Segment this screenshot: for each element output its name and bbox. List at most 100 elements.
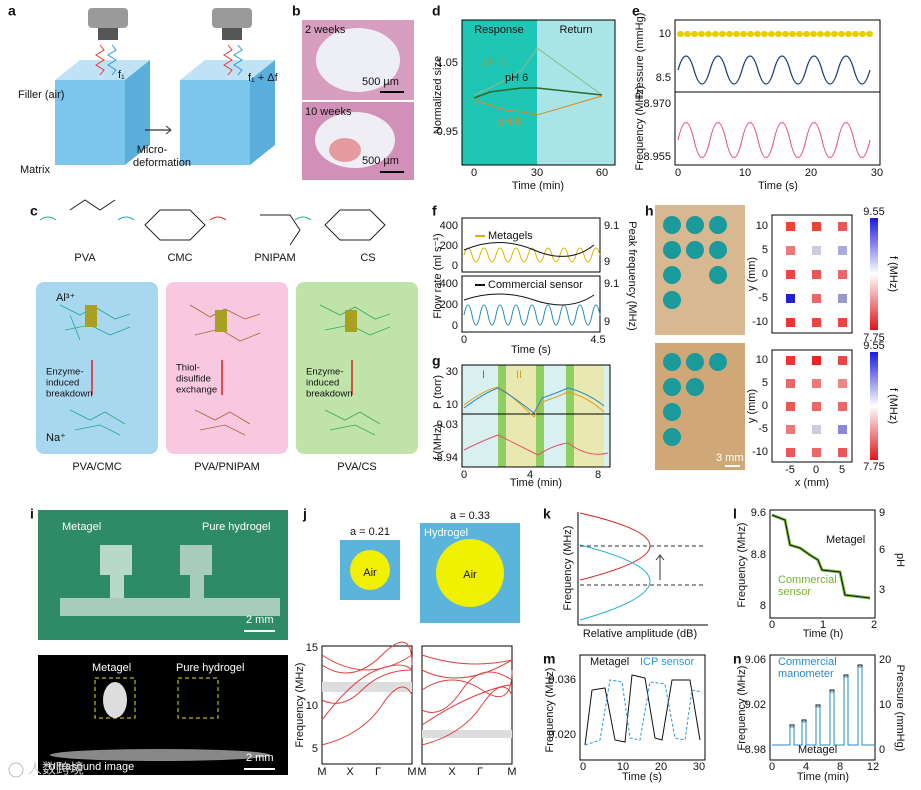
structure [69, 199, 116, 211]
x-axis-label: Time (min) [510, 477, 562, 489]
band [421, 671, 513, 713]
axes [461, 364, 611, 468]
image [329, 138, 361, 162]
x-tick-label: 20 [655, 761, 667, 773]
y2-tick-label: 9.1 [604, 278, 619, 290]
roi [177, 677, 219, 719]
x-tick-label: -5 [785, 464, 795, 476]
y-axis-label: P (torr) [432, 375, 444, 409]
network [59, 304, 391, 436]
band [321, 641, 513, 746]
curve [463, 293, 595, 306]
curve [772, 666, 874, 746]
image [103, 682, 127, 718]
x-tick-label: 30 [871, 167, 883, 179]
x-axis-label: Time (s) [622, 771, 662, 783]
x-tick-label: 30 [693, 761, 705, 773]
x-tick-label: 4 [803, 761, 809, 773]
legend-label: Commercial sensor [488, 279, 583, 291]
structure [39, 216, 57, 221]
band [421, 669, 513, 698]
label: Air [463, 569, 477, 581]
y-tick-label: 8.94 [437, 452, 458, 464]
label: 2 weeks [305, 24, 346, 36]
panel-label: d [432, 3, 441, 19]
x-tick-label: X [346, 766, 354, 778]
heat-cell [786, 222, 847, 457]
y2-tick-label: 9.1 [604, 220, 619, 232]
annotation: f₁ + Δf [248, 72, 279, 84]
y2-tick-label: 6 [879, 544, 885, 556]
heat-cell [812, 425, 821, 434]
y-tick-label: 0 [452, 320, 458, 332]
well [663, 428, 681, 446]
arrow [655, 554, 665, 561]
series-label: pH 8 [498, 116, 521, 128]
series-label: pH 5 [483, 56, 506, 68]
step-label: Enzyme- [46, 367, 83, 378]
colorbar-label: f (MHz) [887, 388, 899, 424]
heat-cell [786, 402, 795, 411]
cube [95, 44, 105, 76]
heat-cell [812, 402, 821, 411]
well [663, 216, 681, 234]
x-axis-label: Relative amplitude (dB) [583, 628, 697, 640]
curve [463, 434, 609, 456]
band [421, 684, 513, 726]
x-axis-label: x (mm) [795, 477, 829, 489]
heat-cell [838, 294, 847, 303]
y-axis-label: Frequency (MHz) [736, 666, 748, 751]
step-label: breakdown [306, 389, 352, 400]
y-tick-label: 10 [659, 28, 671, 40]
y-tick-label: 0 [762, 268, 768, 280]
panel-label: g [432, 353, 441, 369]
label: Metagel [62, 521, 101, 533]
y2-tick-label: 10 [879, 699, 891, 711]
colorbar-label: f (MHz) [887, 256, 899, 292]
colorbar-tick: 9.55 [863, 340, 884, 352]
scale-label: 3 mm [716, 452, 744, 464]
panel-label: n [733, 651, 742, 667]
image [110, 575, 124, 600]
x-tick-label: M [417, 766, 426, 778]
axes [461, 217, 601, 273]
y-tick-label: 0 [452, 260, 458, 272]
y2-tick-label: 9 [604, 256, 610, 268]
x-axis-label: Time (s) [511, 344, 551, 356]
y-tick-label: 9.06 [745, 654, 766, 666]
structure [144, 209, 206, 241]
curve [473, 47, 603, 96]
structure [209, 216, 227, 221]
band [421, 659, 513, 679]
band [421, 654, 513, 665]
well [709, 241, 727, 259]
y-tick-label: 1.05 [437, 57, 458, 69]
network [189, 304, 261, 342]
annotation: Micro- [137, 144, 168, 156]
axes [321, 645, 413, 765]
legend-label: manometer [778, 668, 834, 680]
x-axis-label: Time (min) [512, 180, 564, 192]
label: Pure hydrogel [202, 521, 271, 533]
well [686, 216, 704, 234]
colorbar-tick: 7.75 [863, 461, 884, 473]
well [709, 353, 727, 371]
region-label: Response [474, 24, 524, 36]
legend-label: Metagel [826, 534, 865, 546]
x-tick-label: 30 [531, 167, 543, 179]
y2-tick-label: 3 [879, 584, 885, 596]
curve [579, 512, 651, 581]
colorbar [870, 218, 878, 330]
well [663, 266, 681, 284]
heat-cell [838, 246, 847, 255]
x-tick-label: 4 [527, 469, 533, 481]
image [100, 545, 132, 575]
curve [677, 122, 871, 158]
region [536, 365, 544, 467]
well [663, 291, 681, 309]
y-tick-label: 9.02 [745, 699, 766, 711]
cube [223, 44, 233, 76]
colorbar-tick: 7.75 [863, 332, 884, 344]
x-tick-label: 8 [837, 761, 843, 773]
